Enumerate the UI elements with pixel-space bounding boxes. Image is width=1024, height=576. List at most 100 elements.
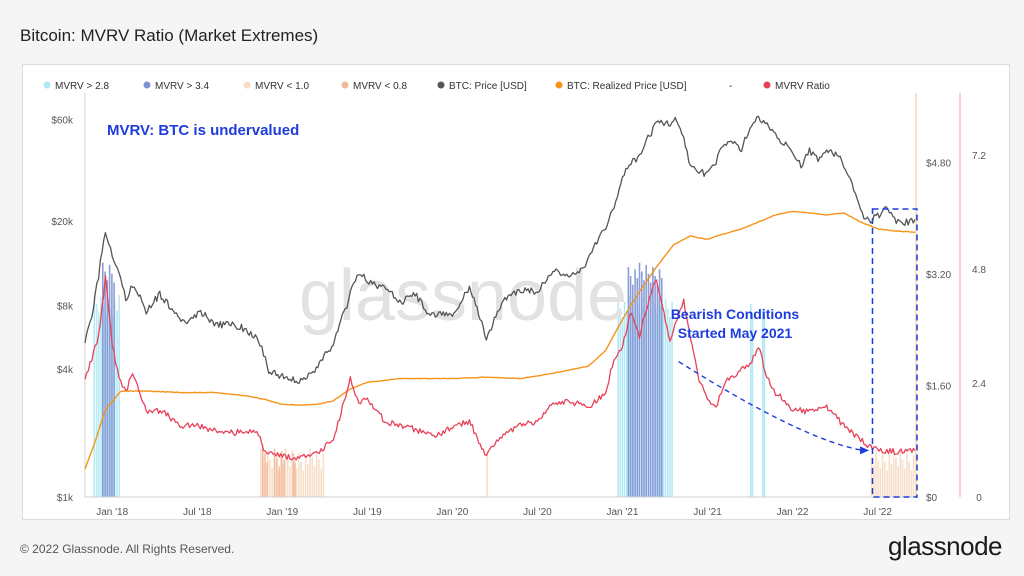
y-right2-tick-label: 7.2 <box>972 151 986 162</box>
band-bar <box>283 459 285 497</box>
legend-swatch <box>143 81 151 89</box>
annotations: MVRV: BTC is undervalued Bearish Conditio… <box>107 122 918 498</box>
band-bar <box>106 280 109 497</box>
watermark-text: glassnode <box>299 256 627 336</box>
band-bar <box>118 295 120 497</box>
y-right2-tick-label: 2.4 <box>972 379 986 390</box>
realized-price-line <box>84 210 916 470</box>
band-bar <box>656 284 659 497</box>
band-bar <box>750 303 752 497</box>
legend-label: MVRV < 0.8 <box>353 81 407 92</box>
glassnode-logo: glassnode <box>887 531 1003 561</box>
band-bar <box>877 459 879 497</box>
band-bar <box>649 282 652 497</box>
band-bar <box>661 278 663 497</box>
y-left-tick-label: $60k <box>51 116 74 127</box>
band-bar <box>664 299 667 497</box>
band-bar <box>667 308 669 497</box>
band-bar <box>629 275 632 497</box>
band-bar <box>901 459 904 497</box>
band-bar <box>116 310 118 497</box>
band-bar <box>636 278 639 497</box>
trend-arrow <box>678 360 864 452</box>
legend-label: BTC: Price [USD] <box>449 81 527 92</box>
y-left-tick-label: $20k <box>51 217 74 228</box>
legend: MVRV > 2.8 MVRV > 3.4 MVRV < 1.0 MVRV < 0.8… <box>43 81 830 92</box>
band-bar <box>895 457 897 497</box>
y-right1-tick-label: $4.80 <box>926 159 951 170</box>
band-bar <box>486 452 488 497</box>
mvrv-chart: MVRV > 2.8 MVRV > 3.4 MVRV < 1.0 MVRV < 0.8… <box>43 81 986 518</box>
annotation-undervalued: MVRV: BTC is undervalued <box>107 122 299 139</box>
legend-label: MVRV > 3.4 <box>155 81 209 92</box>
legend-swatch <box>243 81 251 89</box>
x-tick-label: Jul '21 <box>693 507 722 518</box>
legend-swatch <box>555 81 563 89</box>
band-bar <box>761 308 764 497</box>
band-bar <box>93 295 96 497</box>
band-bar <box>276 457 278 497</box>
band-bar <box>763 317 766 497</box>
band-bar <box>671 301 673 497</box>
band-bar <box>654 275 656 497</box>
y-right2-tick-label: 4.8 <box>972 265 986 276</box>
band-bar <box>286 457 289 497</box>
band-bar <box>647 273 650 497</box>
band-bar <box>892 448 895 497</box>
band-bar <box>300 461 302 497</box>
band-bar <box>879 468 882 497</box>
band-bar <box>643 280 645 497</box>
legend-swatch <box>43 81 51 89</box>
band-bar <box>881 452 884 497</box>
legend-label: BTC: Realized Price [USD] <box>567 81 687 92</box>
band-bar <box>108 264 111 497</box>
x-tick-label: Jan '19 <box>266 507 298 518</box>
page-title: Bitcoin: MVRV Ratio (Market Extremes) <box>20 26 319 45</box>
band-bar <box>906 452 908 497</box>
band-bar <box>104 271 106 497</box>
x-tick-label: Jul '18 <box>183 507 212 518</box>
band-bar <box>873 466 875 497</box>
band-bar <box>903 468 906 497</box>
band-bar <box>289 466 291 497</box>
x-tick-label: Jan '21 <box>606 507 638 518</box>
axes: $1k $4k $8k $20k $60k $0 $1.60 $3.20 $4.80 0 2.4 4.… <box>51 93 986 518</box>
band-bar <box>302 470 305 497</box>
trend-arrow-head <box>860 446 870 455</box>
mvrv-ratio-line <box>84 275 916 461</box>
band-bar <box>634 269 636 497</box>
band-bar <box>100 297 102 497</box>
y-left-tick-label: $1k <box>57 493 74 504</box>
highlight-box <box>871 208 918 498</box>
band-bar <box>98 312 100 497</box>
legend-label: MVRV < 1.0 <box>255 81 309 92</box>
band-bar <box>260 448 262 497</box>
band-bar <box>315 450 318 497</box>
y-left-tick-label: $4k <box>57 365 74 376</box>
band-bar <box>284 448 287 497</box>
band-bar <box>623 301 626 497</box>
band-bar <box>311 457 313 497</box>
band-bar <box>309 448 311 497</box>
band-bar <box>910 470 913 497</box>
band-bar <box>298 452 300 497</box>
chart-card: MVRV > 2.8 MVRV > 3.4 MVRV < 1.0 MVRV < 0.8… <box>22 64 1010 520</box>
band-bar <box>320 468 322 497</box>
band-bar <box>318 459 320 497</box>
band-bar <box>264 453 266 497</box>
band-bar <box>294 462 296 497</box>
y-right2-tick-label: 0 <box>976 493 982 504</box>
band-bar <box>890 463 893 497</box>
band-bar <box>888 455 891 497</box>
annotation-bearish-line1: Bearish Conditions <box>671 306 800 322</box>
band-bar <box>886 470 888 497</box>
x-tick-label: Jan '18 <box>96 507 128 518</box>
band-bar <box>304 455 307 497</box>
band-bar <box>273 448 276 497</box>
band-bar <box>102 262 104 497</box>
copyright-text: © 2022 Glassnode. All Rights Reserved. <box>20 542 235 556</box>
legend-swatch <box>763 81 771 89</box>
band-bar <box>291 450 293 497</box>
legend-label: MVRV > 2.8 <box>55 81 109 92</box>
price-line <box>84 115 916 384</box>
